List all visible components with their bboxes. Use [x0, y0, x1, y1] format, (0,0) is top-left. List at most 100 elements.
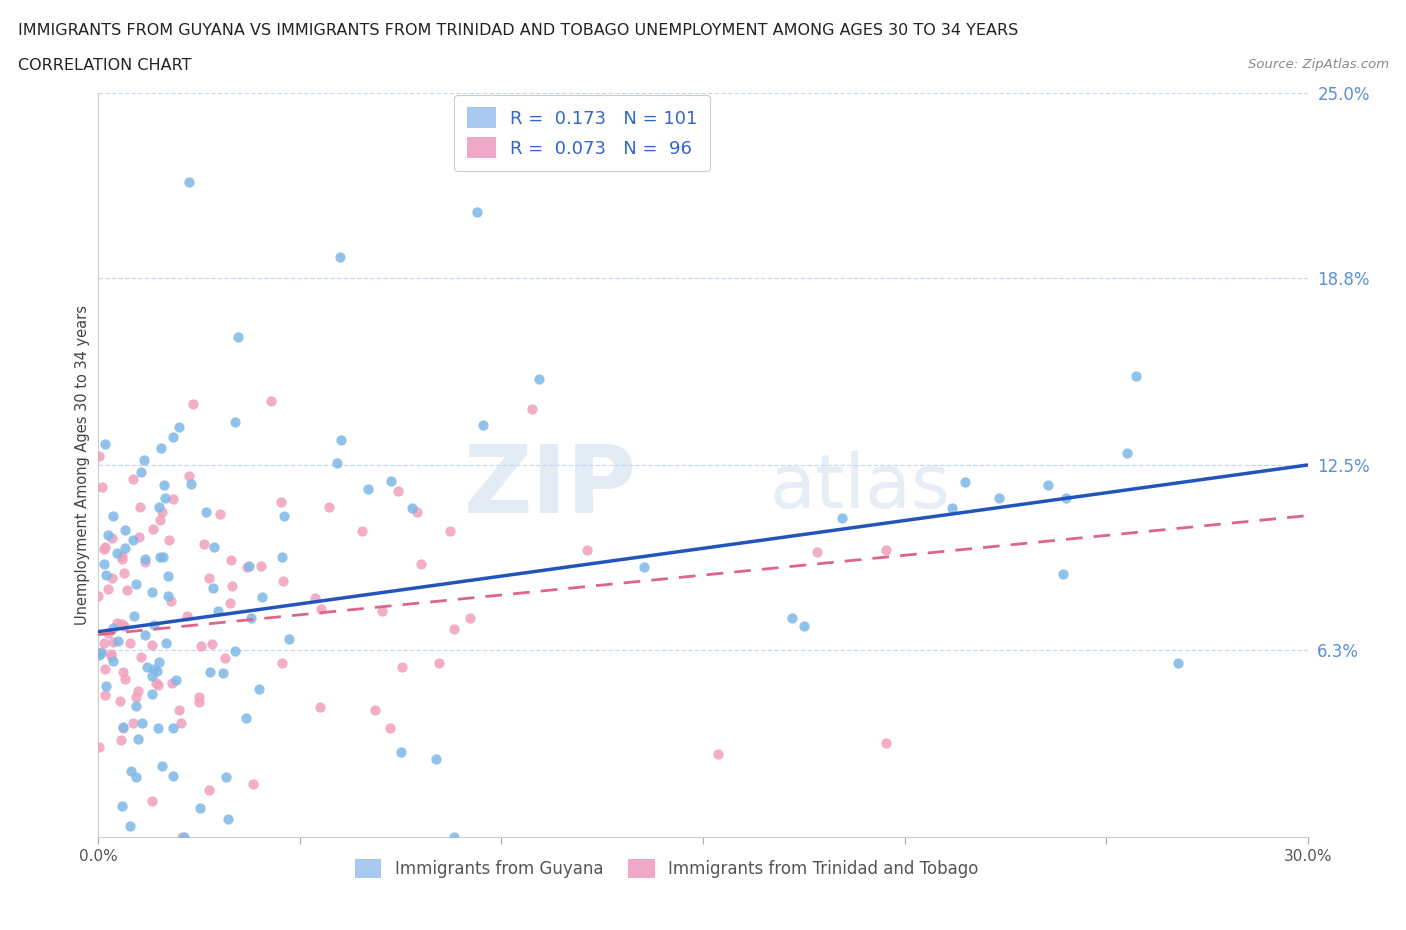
Point	[219, 553, 242, 568]
Point	[173, 830, 195, 844]
Point	[271, 574, 294, 589]
Point	[1125, 368, 1147, 383]
Point	[1052, 566, 1074, 581]
Point	[110, 733, 132, 748]
Point	[94, 437, 117, 452]
Point	[209, 507, 232, 522]
Point	[352, 524, 374, 538]
Point	[94, 661, 117, 676]
Point	[111, 551, 134, 566]
Point	[157, 532, 180, 547]
Point	[201, 580, 224, 595]
Point	[214, 650, 236, 665]
Point	[101, 530, 124, 545]
Point	[160, 675, 183, 690]
Point	[112, 721, 135, 736]
Point	[97, 626, 120, 641]
Point	[193, 537, 215, 551]
Point	[145, 663, 167, 678]
Point	[1038, 477, 1060, 492]
Point	[273, 508, 295, 523]
Point	[96, 679, 118, 694]
Point	[111, 549, 134, 564]
Point	[162, 768, 184, 783]
Point	[134, 551, 156, 566]
Point	[87, 589, 110, 604]
Point	[90, 480, 112, 495]
Point	[153, 478, 176, 493]
Point	[108, 693, 131, 708]
Point	[167, 702, 190, 717]
Point	[105, 546, 128, 561]
Point	[326, 456, 349, 471]
Point	[425, 751, 447, 766]
Point	[406, 504, 429, 519]
Point	[155, 636, 177, 651]
Point	[129, 465, 152, 480]
Point	[122, 472, 145, 487]
Point	[460, 611, 482, 626]
Point	[1167, 656, 1189, 671]
Text: IMMIGRANTS FROM GUYANA VS IMMIGRANTS FROM TRINIDAD AND TOBAGO UNEMPLOYMENT AMONG: IMMIGRANTS FROM GUYANA VS IMMIGRANTS FRO…	[18, 23, 1018, 38]
Point	[235, 711, 257, 725]
Point	[142, 661, 165, 676]
Point	[221, 578, 243, 593]
Point	[224, 414, 246, 429]
Point	[522, 402, 544, 417]
Point	[380, 473, 402, 488]
Point	[170, 830, 193, 844]
Point	[793, 618, 815, 633]
Point	[270, 495, 292, 510]
Point	[112, 664, 135, 679]
Point	[131, 715, 153, 730]
Point	[707, 747, 730, 762]
Point	[124, 698, 146, 713]
Point	[121, 532, 143, 547]
Point	[143, 618, 166, 632]
Point	[236, 560, 259, 575]
Point	[107, 633, 129, 648]
Text: ZIP: ZIP	[464, 442, 637, 533]
Point	[389, 744, 412, 759]
Point	[304, 591, 326, 606]
Point	[142, 522, 165, 537]
Point	[309, 602, 332, 617]
Point	[249, 558, 271, 573]
Point	[94, 567, 117, 582]
Point	[134, 453, 156, 468]
Point	[188, 695, 211, 710]
Point	[242, 777, 264, 791]
Point	[162, 491, 184, 506]
Point	[118, 635, 141, 650]
Point	[128, 529, 150, 544]
Point	[309, 699, 332, 714]
Point	[128, 499, 150, 514]
Point	[155, 490, 177, 505]
Point	[134, 554, 156, 569]
Point	[198, 782, 221, 797]
Point	[875, 736, 897, 751]
Point	[252, 590, 274, 604]
Point	[152, 550, 174, 565]
Point	[89, 739, 111, 754]
Point	[100, 646, 122, 661]
Point	[112, 618, 135, 633]
Point	[103, 654, 125, 669]
Point	[439, 524, 461, 538]
Point	[148, 655, 170, 670]
Point	[97, 582, 120, 597]
Text: Source: ZipAtlas.com: Source: ZipAtlas.com	[1249, 58, 1389, 71]
Point	[105, 616, 128, 631]
Point	[270, 550, 292, 565]
Point	[127, 732, 149, 747]
Point	[141, 686, 163, 701]
Point	[202, 539, 225, 554]
Point	[806, 545, 828, 560]
Y-axis label: Unemployment Among Ages 30 to 34 years: Unemployment Among Ages 30 to 34 years	[75, 305, 90, 625]
Point	[429, 655, 451, 670]
Point	[101, 620, 124, 635]
Point	[217, 812, 239, 827]
Point	[239, 611, 262, 626]
Point	[167, 419, 190, 434]
Point	[94, 539, 117, 554]
